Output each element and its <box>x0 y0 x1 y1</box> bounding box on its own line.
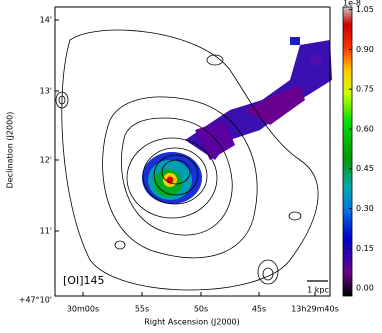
contours <box>55 29 319 291</box>
y-tick-label: 13' <box>40 87 52 96</box>
y-tick-label: 11' <box>40 227 52 236</box>
colorbar-tick-label: 0.60 <box>356 124 374 133</box>
colorbar-tick-label: 0.90 <box>356 45 374 54</box>
x-tick-label: 30m00s <box>67 305 99 314</box>
x-axis-label: Right Ascension (J2000) <box>144 318 240 327</box>
y-axis-label: Declination (J2000) <box>6 112 15 189</box>
x-tick-label: 13h29m40s <box>291 305 339 314</box>
y-tick-label: 14' <box>40 16 52 25</box>
colorbar-tick-label: 0.75 <box>356 85 374 94</box>
annotation: [OI]145 <box>63 274 104 287</box>
x-tick-label: 55s <box>135 305 149 314</box>
plot-frame <box>54 6 331 297</box>
x-tick-label: 50s <box>194 305 208 314</box>
scale-bar-label: 1 kpc <box>307 286 329 295</box>
map-pixels <box>142 37 332 204</box>
y-tick-label: 12' <box>40 156 52 165</box>
y-tick-label: +47°10' <box>19 296 52 305</box>
colorbar-tick-label: 0.30 <box>356 204 374 213</box>
colorbar-exponent: 1e-8 <box>343 0 361 8</box>
colorbar <box>342 6 353 297</box>
colorbar-tick-label: 1.05 <box>356 5 374 14</box>
colorbar-tick-label: 0.00 <box>356 284 374 293</box>
colorbar-tick-label: 0.15 <box>356 244 374 253</box>
colorbar-tick-label: 0.45 <box>356 164 374 173</box>
x-tick-label: 45s <box>252 305 266 314</box>
